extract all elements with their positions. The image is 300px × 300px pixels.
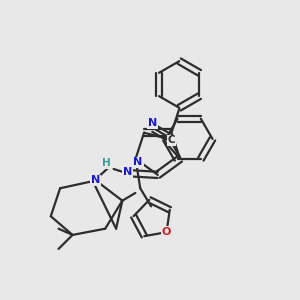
Text: H: H: [102, 158, 110, 168]
Text: C: C: [168, 135, 176, 146]
Text: N: N: [148, 118, 157, 128]
Text: N: N: [91, 176, 101, 185]
Text: N: N: [123, 167, 133, 177]
Text: O: O: [162, 227, 171, 237]
Text: N: N: [134, 158, 143, 167]
